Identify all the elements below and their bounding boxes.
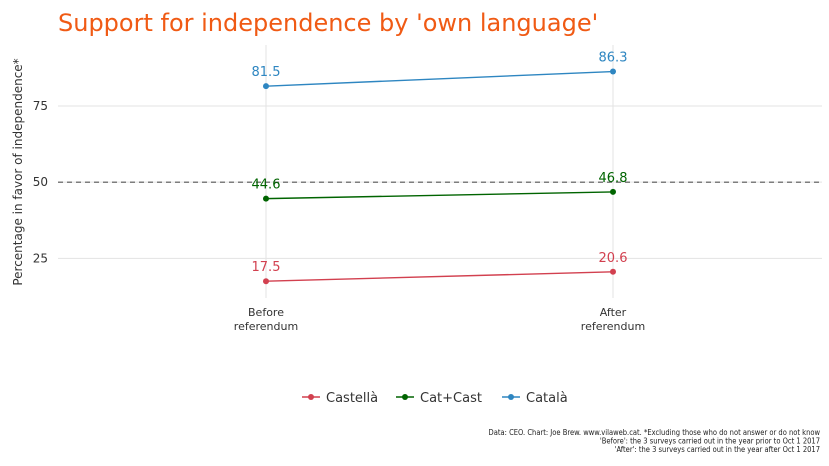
series-line	[265, 70, 614, 87]
x-ticks: Before referendum After referendum	[234, 306, 645, 333]
legend-key-point	[402, 394, 408, 400]
legend: Castellà Cat+Cast Català	[302, 391, 568, 406]
data-point	[610, 268, 616, 275]
series-line	[265, 271, 614, 282]
caption-line: 'Before': the 3 surveys carried out in t…	[600, 437, 820, 446]
data-label: 17.5	[252, 260, 281, 275]
legend-label: Castellà	[326, 391, 378, 406]
caption-line: Data: CEO. Chart: Joe Brew. www.vilaweb.…	[489, 428, 821, 437]
legend-item: Cat+Cast	[396, 391, 482, 406]
grid	[58, 45, 822, 298]
legend-item: Castellà	[302, 391, 378, 406]
series-Català: 81.5 86.3	[252, 51, 628, 90]
x-tick-label: After referendum	[581, 306, 645, 333]
caption: Data: CEO. Chart: Joe Brew. www.vilaweb.…	[489, 428, 821, 454]
data-point	[610, 68, 616, 75]
chart-title: Support for independence by 'own languag…	[58, 9, 598, 37]
data-point	[610, 188, 616, 195]
data-label: 46.8	[599, 171, 628, 186]
y-axis-label: Percentage in favor of independence*	[11, 58, 25, 285]
caption-line: 'After': the 3 surveys carried out in th…	[615, 445, 820, 454]
legend-key-point	[308, 394, 314, 400]
y-ticks: 25 50 75	[33, 99, 48, 265]
data-point	[263, 195, 269, 202]
series-Castellà: 17.5 20.6	[252, 251, 628, 285]
y-tick-label: 50	[33, 175, 48, 189]
data-point	[263, 83, 269, 90]
series-line	[265, 191, 614, 200]
data-label: 81.5	[252, 65, 281, 80]
data-label: 86.3	[599, 51, 628, 66]
legend-label: Cat+Cast	[420, 391, 482, 406]
legend-item: Català	[502, 391, 568, 406]
x-tick-label: Before referendum	[234, 306, 298, 333]
legend-label: Català	[526, 391, 568, 406]
series-Cat+Cast: 44.6 46.8	[252, 171, 628, 202]
series-group: 17.5 20.6 44.6 46.8 81.5 86.3	[252, 51, 628, 285]
y-tick-label: 25	[33, 251, 48, 265]
y-tick-label: 75	[33, 99, 48, 113]
data-label: 44.6	[252, 178, 281, 193]
legend-key-point	[508, 394, 514, 400]
data-point	[263, 278, 269, 285]
data-label: 20.6	[599, 251, 628, 266]
